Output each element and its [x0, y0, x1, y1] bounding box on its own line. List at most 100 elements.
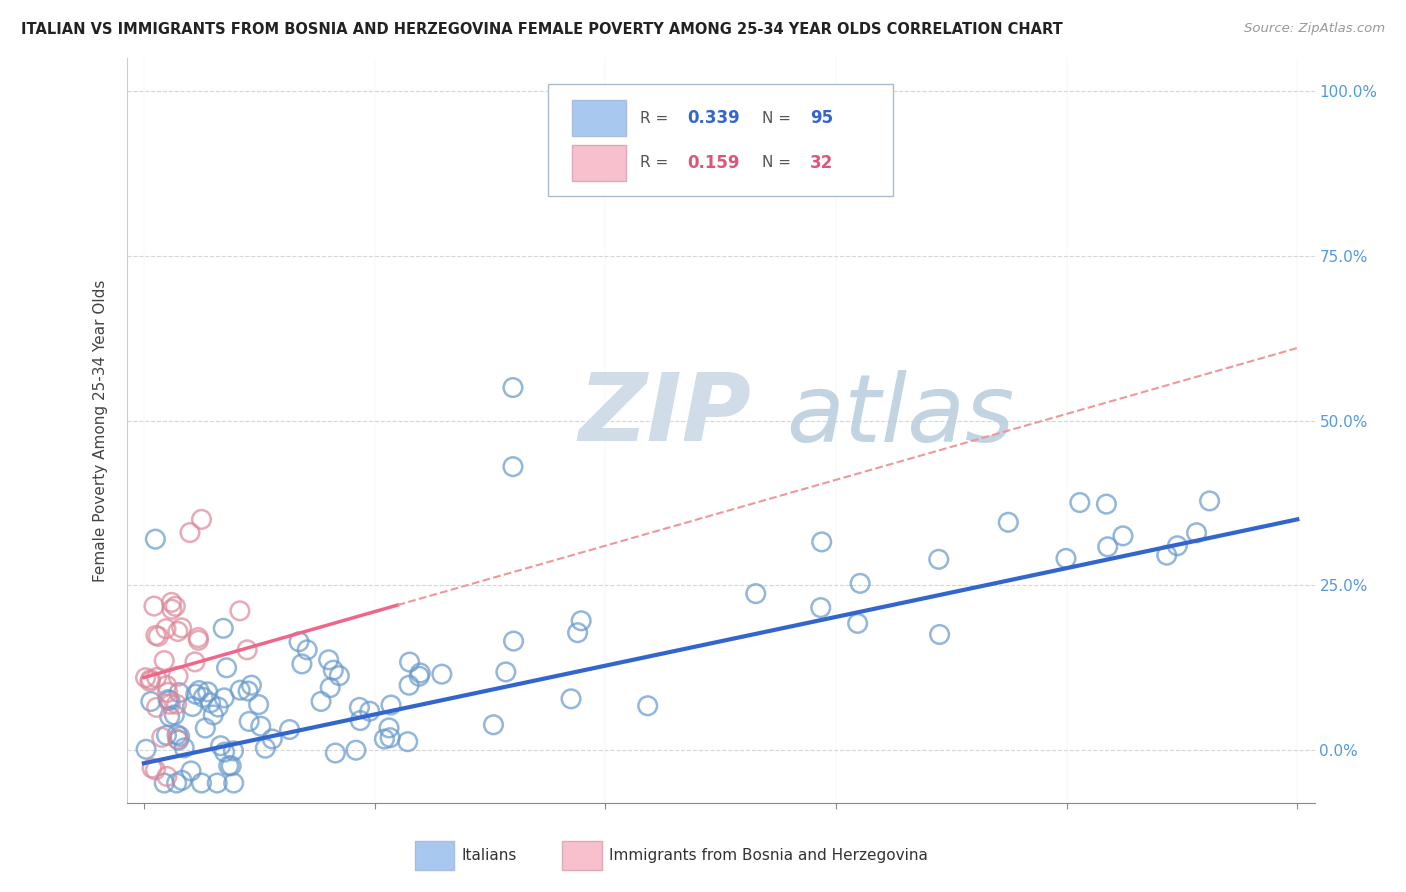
FancyBboxPatch shape — [572, 101, 626, 136]
Point — [408, 669, 430, 683]
Point — [135, 671, 157, 685]
Point — [398, 678, 420, 692]
Point — [569, 614, 592, 628]
Point — [184, 687, 207, 701]
Point — [810, 535, 832, 549]
Point — [190, 776, 212, 790]
Point — [170, 773, 193, 788]
Point — [169, 730, 191, 744]
Point — [153, 654, 176, 668]
Point — [157, 692, 180, 706]
Point — [163, 708, 186, 723]
Point — [197, 685, 219, 699]
Point — [148, 629, 170, 643]
Point — [318, 653, 340, 667]
Point — [295, 643, 318, 657]
Point — [1097, 540, 1119, 554]
Point — [502, 380, 524, 394]
Point — [567, 625, 589, 640]
Point — [344, 743, 367, 757]
Point — [188, 683, 211, 698]
Point — [322, 663, 344, 677]
Point — [166, 698, 188, 712]
Point — [209, 739, 232, 753]
Point — [145, 532, 167, 546]
Text: Immigrants from Bosnia and Herzegovina: Immigrants from Bosnia and Herzegovina — [609, 848, 928, 863]
Point — [145, 763, 167, 777]
Text: N =: N = — [762, 155, 796, 170]
Text: N =: N = — [762, 111, 796, 126]
Point — [240, 678, 263, 692]
Point — [380, 698, 402, 712]
Point — [150, 731, 173, 745]
Point — [928, 552, 950, 566]
Point — [202, 708, 225, 723]
Point — [219, 759, 242, 773]
Point — [165, 599, 187, 614]
Point — [349, 700, 371, 714]
Point — [160, 595, 183, 609]
Point — [288, 634, 311, 648]
FancyBboxPatch shape — [572, 145, 626, 181]
Point — [398, 655, 420, 669]
Point — [215, 661, 238, 675]
Point — [179, 525, 201, 540]
Point — [222, 776, 245, 790]
Point — [1095, 497, 1118, 511]
Point — [180, 764, 202, 778]
Point — [495, 665, 517, 679]
Point — [409, 666, 432, 681]
Point — [139, 673, 162, 687]
Text: 0.159: 0.159 — [688, 154, 740, 172]
Point — [145, 671, 167, 685]
Point — [167, 733, 190, 747]
Point — [249, 719, 271, 733]
Point — [218, 759, 240, 773]
Point — [167, 669, 190, 683]
Point — [1185, 525, 1208, 540]
Text: ZIP: ZIP — [578, 369, 751, 461]
Point — [236, 643, 259, 657]
Y-axis label: Female Poverty Among 25-34 Year Olds: Female Poverty Among 25-34 Year Olds — [93, 279, 108, 582]
Text: Italians: Italians — [461, 848, 516, 863]
Point — [173, 740, 195, 755]
Point — [846, 616, 869, 631]
Point — [207, 700, 229, 714]
Text: atlas: atlas — [786, 370, 1014, 461]
Point — [1166, 539, 1188, 553]
Point — [430, 667, 453, 681]
Text: Source: ZipAtlas.com: Source: ZipAtlas.com — [1244, 22, 1385, 36]
Text: 95: 95 — [810, 110, 832, 128]
Text: ITALIAN VS IMMIGRANTS FROM BOSNIA AND HERZEGOVINA FEMALE POVERTY AMONG 25-34 YEA: ITALIAN VS IMMIGRANTS FROM BOSNIA AND HE… — [21, 22, 1063, 37]
Text: 32: 32 — [810, 154, 832, 172]
Point — [159, 698, 181, 712]
Point — [229, 683, 252, 698]
Point — [145, 700, 167, 714]
Point — [205, 776, 228, 790]
Point — [222, 744, 245, 758]
Point — [745, 586, 768, 600]
Point — [236, 684, 259, 698]
Point — [502, 634, 524, 648]
Point — [502, 459, 524, 474]
Point — [212, 621, 235, 635]
Point — [181, 699, 204, 714]
Text: R =: R = — [640, 111, 673, 126]
Point — [396, 734, 419, 748]
Point — [187, 631, 209, 645]
Point — [637, 698, 659, 713]
Point — [1156, 548, 1178, 562]
Point — [378, 731, 401, 745]
Point — [1069, 495, 1091, 509]
Point — [200, 696, 222, 710]
FancyBboxPatch shape — [548, 84, 893, 195]
Point — [229, 604, 252, 618]
Point — [319, 681, 342, 695]
Point — [1198, 494, 1220, 508]
Point — [254, 741, 277, 756]
Point — [928, 627, 950, 641]
Point — [159, 693, 181, 707]
Point — [560, 691, 582, 706]
Point — [187, 633, 209, 648]
Point — [997, 516, 1019, 530]
